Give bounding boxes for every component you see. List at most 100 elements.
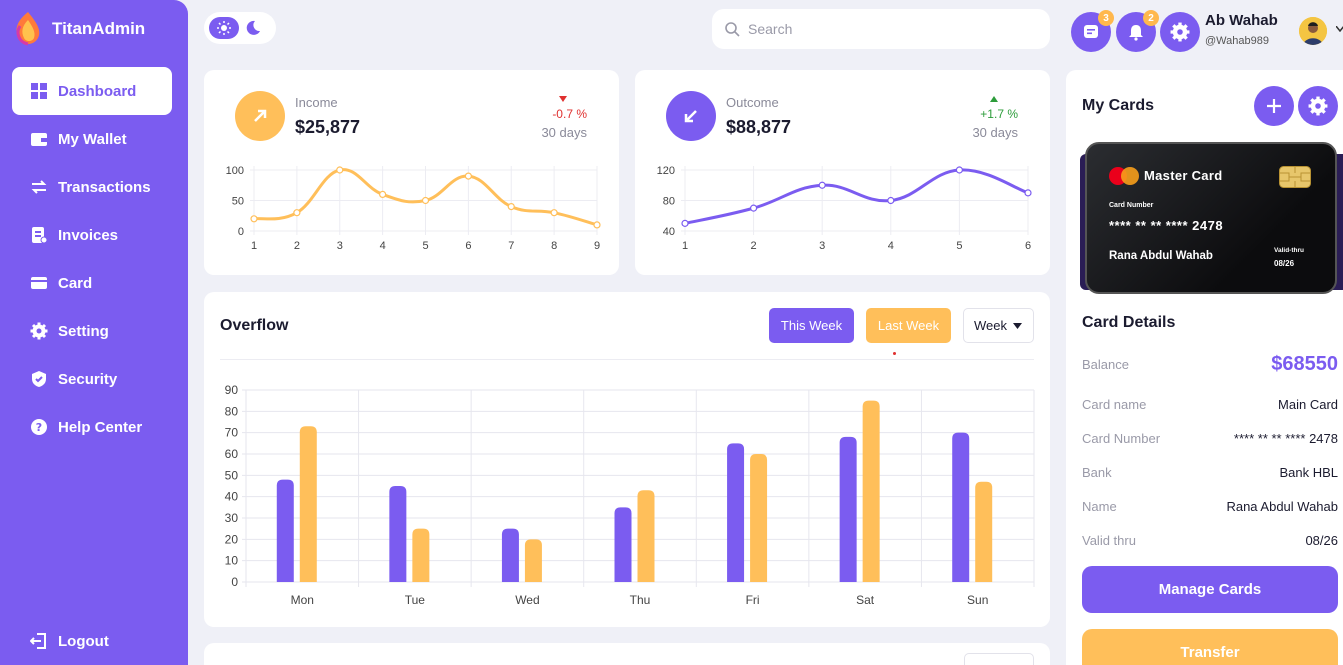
- sidebar-item-transactions[interactable]: Transactions: [12, 163, 172, 211]
- x-tick-label: Tue: [405, 593, 426, 607]
- search-bar: [712, 9, 1050, 49]
- settings-button[interactable]: [1160, 12, 1200, 52]
- sidebar-item-label: Dashboard: [58, 82, 137, 100]
- my-cards-panel: My Cards Master Card Card Number **** **…: [1066, 70, 1343, 665]
- x-tick-label: 4: [380, 240, 386, 252]
- bar: [727, 443, 745, 582]
- recent-select[interactable]: [964, 653, 1034, 665]
- bell-icon: [1129, 25, 1143, 41]
- bar: [524, 539, 542, 582]
- data-point: [507, 202, 515, 211]
- add-card-button[interactable]: [1254, 86, 1294, 126]
- credit-card-icon: [31, 277, 47, 289]
- sidebar-item-label: Card: [58, 274, 93, 292]
- outcome-period: 30 days: [972, 125, 1018, 140]
- theme-toggle[interactable]: [204, 12, 276, 44]
- chevron-down-icon[interactable]: [1336, 26, 1343, 32]
- x-tick-label: 5: [956, 240, 962, 252]
- credit-card[interactable]: Master Card Card Number **** ** ** **** …: [1085, 142, 1337, 294]
- svg-text:?: ?: [36, 421, 42, 434]
- manage-cards-button[interactable]: Manage Cards: [1082, 566, 1338, 613]
- brand[interactable]: TitanAdmin: [12, 10, 145, 48]
- x-tick-label: Wed: [515, 593, 539, 607]
- balance-label: Balance: [1082, 357, 1129, 372]
- sidebar-item-card[interactable]: Card: [12, 259, 172, 307]
- transfer-button[interactable]: Transfer: [1082, 629, 1338, 665]
- card-name-label: Card name: [1082, 397, 1147, 412]
- data-point: [887, 196, 895, 205]
- recent-card: [204, 643, 1050, 665]
- outcome-value: $88,877: [726, 117, 792, 137]
- up-triangle-icon: [990, 96, 998, 102]
- notifications-badge: 2: [1143, 10, 1159, 26]
- avatar[interactable]: [1299, 17, 1327, 45]
- card-number: **** ** ** **** 2478: [1109, 218, 1224, 233]
- valid-thru-value: 08/26: [1305, 533, 1338, 548]
- sidebar-item-invoices[interactable]: Invoices: [12, 211, 172, 259]
- x-tick-label: 1: [682, 240, 688, 252]
- income-line-chart: 0 50 100 1 2 3 4 5 6 7 8 9: [226, 165, 601, 252]
- balance-value: $68550: [1271, 353, 1338, 375]
- y-tick-label: 40: [663, 226, 675, 238]
- card-name-value: Main Card: [1278, 397, 1338, 412]
- y-tick-label: 40: [225, 490, 239, 504]
- x-tick-label: 2: [294, 240, 300, 252]
- grid-icon: [31, 83, 47, 99]
- data-point: [593, 221, 601, 229]
- sun-icon: [217, 21, 231, 35]
- logout-button[interactable]: Logout: [30, 632, 109, 650]
- sidebar-item-label: Transactions: [58, 178, 151, 196]
- outcome-icon-badge: [666, 91, 716, 141]
- sidebar-item-label: Setting: [58, 322, 109, 340]
- y-tick-label: 70: [225, 426, 239, 440]
- sidebar-item-label: Security: [58, 370, 118, 388]
- income-value: $25,877: [295, 117, 361, 137]
- chip-icon: [1279, 166, 1311, 188]
- card-valid-label: Valid-thru: [1274, 247, 1304, 254]
- x-tick-label: 6: [465, 240, 471, 252]
- x-tick-label: 1: [251, 240, 257, 252]
- plus-icon: [1267, 99, 1281, 113]
- income-change: -0.7 %: [552, 107, 587, 121]
- card-settings-button[interactable]: [1298, 86, 1338, 126]
- name-label: Name: [1082, 499, 1117, 514]
- indicator-dot: [893, 352, 896, 355]
- y-tick-label: 50: [225, 468, 239, 482]
- this-week-button[interactable]: This Week: [769, 308, 854, 343]
- data-point: [250, 215, 258, 223]
- card-number-detail-value: **** ** ** **** 2478: [1233, 431, 1338, 446]
- series-line: [684, 168, 1029, 225]
- avatar-image: [1299, 17, 1327, 45]
- sidebar-item-help-center[interactable]: ? Help Center: [12, 403, 172, 451]
- card-number-detail-label: Card Number: [1082, 431, 1161, 446]
- sidebar-item-dashboard[interactable]: Dashboard: [12, 67, 172, 115]
- messages-button[interactable]: 3: [1071, 10, 1114, 52]
- overflow-card: Overflow This Week Last Week Week 0 10 20 3…: [204, 292, 1050, 627]
- user-name: Ab Wahab: [1205, 12, 1278, 29]
- light-mode-button[interactable]: [209, 17, 239, 39]
- card-details-title: Card Details: [1082, 314, 1176, 331]
- outcome-line-chart: 40 80 120 1 2 3 4 5 6: [657, 165, 1032, 252]
- bar: [750, 454, 768, 582]
- last-week-button[interactable]: Last Week: [866, 308, 951, 343]
- bar: [614, 507, 632, 582]
- income-card: Income $25,877 -0.7 % 30 days 0 50 100 1 2 3 4…: [204, 70, 619, 275]
- y-tick-label: 120: [657, 165, 675, 177]
- divider: [220, 359, 1034, 360]
- y-tick-label: 60: [225, 447, 239, 461]
- sidebar-item-my-wallet[interactable]: My Wallet: [12, 115, 172, 163]
- sidebar-item-setting[interactable]: Setting: [12, 307, 172, 355]
- data-point: [550, 209, 558, 217]
- y-tick-label: 80: [663, 196, 675, 208]
- bar: [839, 436, 857, 582]
- x-tick-label: Sat: [856, 593, 875, 607]
- x-tick-label: 4: [888, 240, 894, 252]
- sidebar-item-security[interactable]: Security: [12, 355, 172, 403]
- sidebar-item-label: Invoices: [58, 226, 119, 244]
- week-select[interactable]: Week: [963, 308, 1034, 343]
- brand-title: TitanAdmin: [52, 19, 146, 38]
- search-input[interactable]: [748, 21, 1028, 37]
- bar: [389, 486, 407, 582]
- notifications-button[interactable]: 2: [1116, 10, 1159, 52]
- moon-icon[interactable]: [245, 20, 261, 36]
